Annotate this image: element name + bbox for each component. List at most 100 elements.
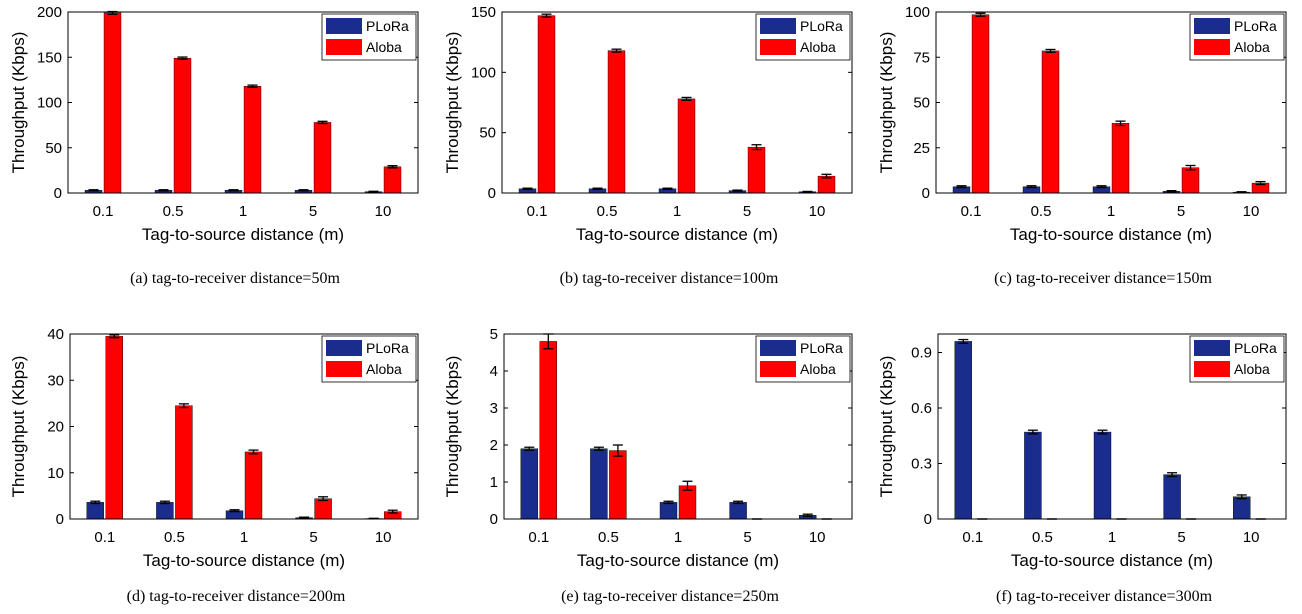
- x-tick-label: 5: [1177, 203, 1185, 220]
- y-tick-label: 0.9: [911, 345, 932, 362]
- error-bar-plora-10: [802, 190, 813, 193]
- bar-aloba-1: [244, 451, 263, 520]
- y-tick-label: 5: [490, 326, 498, 343]
- y-tick-label: 2: [490, 437, 498, 454]
- error-bar-aloba-1: [247, 84, 258, 88]
- x-axis-label: Tag-to-source distance (m): [576, 225, 778, 244]
- y-axis-label: Throughput (Kbps): [443, 356, 462, 498]
- x-tick-label: 5: [1177, 529, 1185, 546]
- bar-aloba-10: [817, 175, 836, 194]
- error-bar-plora-0.1: [88, 189, 99, 192]
- bar-plora-0.1: [954, 341, 973, 520]
- bar-plora-0.5: [156, 502, 174, 520]
- error-bar-plora-0.5: [1026, 185, 1037, 189]
- bar-plora-5: [1163, 474, 1181, 520]
- error-bar-aloba-1: [1115, 120, 1126, 127]
- legend-label-aloba: Aloba: [800, 361, 836, 377]
- legend: PLoRa Aloba: [755, 335, 851, 383]
- bar-aloba-1: [677, 98, 696, 194]
- error-bar-plora-0.1: [524, 446, 535, 451]
- x-tick-label: 5: [743, 529, 751, 546]
- bar-aloba-0.1: [103, 12, 122, 194]
- x-tick-label: 0.5: [163, 203, 184, 220]
- y-tick-label: 0: [56, 511, 64, 528]
- legend-label-aloba: Aloba: [366, 39, 402, 55]
- legend: PLoRa Aloba: [1189, 335, 1285, 383]
- axes-frame: [69, 333, 419, 520]
- bar-aloba-5: [314, 498, 332, 520]
- subfigure-caption: (a) tag-to-receiver distance=50m: [130, 270, 340, 287]
- x-tick-label: 0.5: [164, 529, 185, 546]
- y-tick-label: 20: [47, 419, 64, 436]
- bar-aloba-1: [1111, 123, 1130, 194]
- x-tick-label: 10: [375, 203, 392, 220]
- error-bar-plora-1: [1096, 185, 1107, 189]
- error-bar-aloba-0.1: [541, 13, 552, 18]
- x-tick-label: 0.1: [961, 203, 982, 220]
- y-tick-label: 50: [45, 140, 62, 157]
- y-axis-label: Throughput (Kbps): [877, 356, 896, 498]
- legend-label-plora: PLoRa: [1234, 18, 1277, 34]
- error-bar-aloba-5: [317, 120, 328, 125]
- chart-svg: 0 50 100 150 0.1 0.5 1 5 10 Tag-to-source distanc…: [443, 4, 853, 287]
- error-bar-plora-5: [1167, 472, 1178, 478]
- legend-swatch-plora: [1194, 18, 1230, 34]
- legend: PLoRa Aloba: [321, 335, 417, 383]
- bar-plora-0.1: [86, 502, 105, 520]
- error-bar-plora-1: [662, 187, 673, 191]
- chart-svg: 0 25 50 75 100 0.1 0.5 1 5 10 Tag-to-source distan…: [877, 4, 1287, 287]
- chart-svg: 0 10 20 30 40 0.1 0.5 1 5 10 Tag-to-source distanc…: [9, 326, 419, 605]
- legend-swatch-aloba: [1194, 361, 1230, 377]
- y-tick-label: 0: [922, 185, 930, 202]
- x-tick-label: 0.1: [93, 203, 114, 220]
- x-tick-label: 1: [240, 529, 248, 546]
- chart-panel-f: 0 0.3 0.6 0.9 0.1 0.5 1 5 10 Tag-to-source distan…: [868, 307, 1302, 614]
- legend-label-aloba: Aloba: [1234, 39, 1270, 55]
- legend: PLoRa Aloba: [755, 13, 851, 61]
- error-bar-plora-0.5: [1027, 429, 1038, 435]
- axes-frame: [937, 333, 1287, 520]
- bar-aloba-10: [383, 166, 402, 194]
- error-bar-plora-5: [733, 500, 744, 505]
- x-tick-label: 1: [1107, 203, 1115, 220]
- error-bar-aloba-1: [681, 96, 692, 101]
- error-bar-aloba-10: [1255, 180, 1266, 186]
- error-bar-plora-10: [1236, 494, 1247, 500]
- y-tick-label: 150: [471, 4, 496, 21]
- y-tick-label: 50: [913, 95, 930, 112]
- axes-frame: [501, 11, 853, 194]
- error-bar-plora-1: [663, 500, 674, 505]
- x-axis-label: Tag-to-source distance (m): [1011, 551, 1213, 570]
- x-tick-label: 0.5: [597, 203, 618, 220]
- legend-swatch-plora: [760, 18, 796, 34]
- error-bar-aloba-5: [1185, 164, 1196, 171]
- error-bar-aloba-0.5: [612, 444, 623, 457]
- chart-panel-c: 0 25 50 75 100 0.1 0.5 1 5 10 Tag-to-source distan…: [868, 0, 1302, 307]
- y-tick-label: 10: [47, 465, 64, 482]
- error-bar-plora-0.5: [159, 500, 170, 505]
- y-tick-label: 100: [905, 4, 930, 21]
- y-tick-label: 0: [490, 511, 498, 528]
- bar-plora-1: [659, 502, 678, 520]
- error-bar-aloba-0.5: [178, 403, 189, 409]
- subfigure-caption: (e) tag-to-receiver distance=250m: [561, 588, 779, 605]
- bar-aloba-0.5: [607, 50, 626, 194]
- error-bar-plora-10: [368, 190, 379, 193]
- bar-plora-0.5: [1024, 431, 1042, 520]
- chart-panel-a: 0 50 100 150 200 0.1 0.5 1 5 10 Tag-to-source dist…: [0, 0, 434, 307]
- error-bar-plora-1: [228, 189, 239, 192]
- legend: PLoRa Aloba: [321, 13, 417, 61]
- axes-frame: [503, 333, 853, 520]
- x-tick-label: 10: [809, 203, 826, 220]
- error-bar-plora-1: [1097, 429, 1108, 435]
- y-tick-label: 1: [490, 474, 498, 491]
- y-tick-label: 0.6: [911, 400, 932, 417]
- error-bar-aloba-1: [248, 449, 259, 455]
- y-axis-label: Throughput (Kbps): [9, 32, 28, 174]
- legend-swatch-aloba: [326, 361, 362, 377]
- legend-label-aloba: Aloba: [1234, 361, 1270, 377]
- x-axis-label: Tag-to-source distance (m): [143, 551, 345, 570]
- legend-swatch-plora: [1194, 340, 1230, 356]
- y-tick-label: 50: [479, 125, 496, 142]
